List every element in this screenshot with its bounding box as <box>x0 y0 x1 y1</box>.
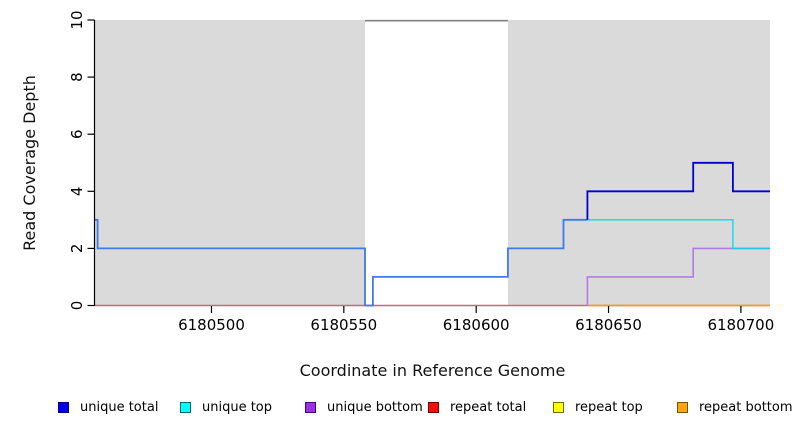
y-tick-label: 10 <box>68 10 86 29</box>
legend-item-unique-total: unique total <box>58 400 158 415</box>
y-tick-label: 6 <box>68 129 86 139</box>
x-axis-title: Coordinate in Reference Genome <box>299 361 566 380</box>
repeat-top-swatch-icon <box>553 402 564 413</box>
region-shaded-left <box>95 20 365 306</box>
legend-label: unique total <box>80 400 159 415</box>
unique-top-swatch-icon <box>180 402 191 413</box>
y-tick-label: 4 <box>68 187 86 197</box>
y-tick-label: 0 <box>68 301 86 311</box>
legend-item-unique-top: unique top <box>180 400 272 415</box>
legend-label: repeat total <box>450 400 527 415</box>
series-line-unique-total <box>586 161 770 220</box>
series-line-unique-bottom <box>586 247 770 306</box>
legend-item-repeat-top: repeat top <box>553 400 643 415</box>
legend-label: unique top <box>202 400 273 415</box>
legend-label: repeat bottom <box>699 400 792 415</box>
y-tick-label: 8 <box>68 72 86 82</box>
series-line-unique-top <box>587 219 770 250</box>
repeat-bottom-swatch-icon <box>677 402 688 413</box>
repeat-total-swatch-icon <box>428 402 439 413</box>
legend-label: unique bottom <box>327 400 423 415</box>
x-tick-label: 6180600 <box>443 316 510 334</box>
series-line-unique-total <box>95 218 588 307</box>
y-tick-label: 2 <box>68 244 86 254</box>
x-tick-label: 6180500 <box>178 316 245 334</box>
legend-item-repeat-bottom: repeat bottom <box>677 400 792 415</box>
x-tick-label: 6180650 <box>575 316 642 334</box>
legend-item-unique-bottom: unique bottom <box>305 400 423 415</box>
region-gap-white <box>365 20 508 306</box>
x-tick-label: 6180550 <box>310 316 377 334</box>
x-tick-label: 6180700 <box>707 316 774 334</box>
legend-label: repeat top <box>575 400 643 415</box>
legend-item-repeat-total: repeat total <box>428 400 526 415</box>
unique-total-swatch-icon <box>58 402 69 413</box>
unique-bottom-swatch-icon <box>305 402 316 413</box>
